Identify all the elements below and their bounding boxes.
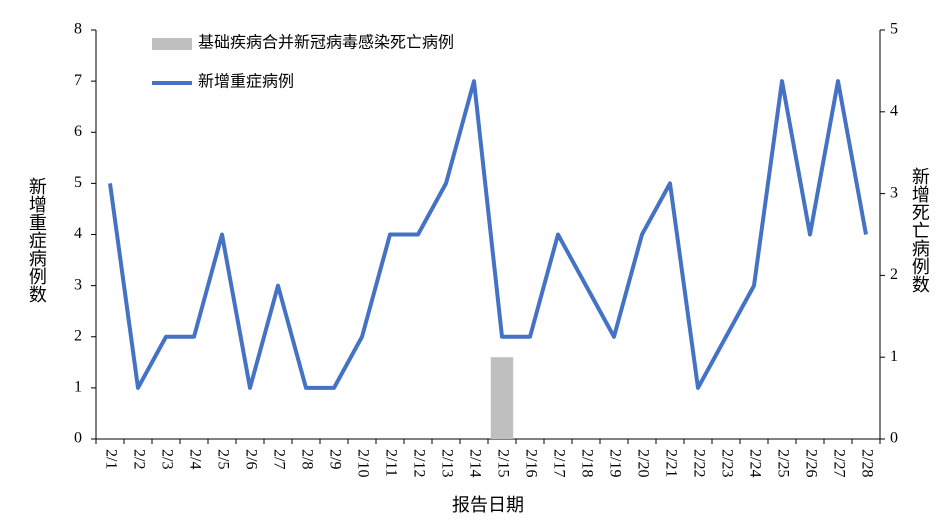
x-tick-label: 2/23 (718, 449, 735, 477)
x-tick-label: 2/11 (382, 449, 399, 477)
y2-tick-label: 1 (890, 348, 898, 365)
x-tick-label: 2/17 (550, 449, 567, 477)
legend-label: 新增重症病例 (198, 73, 294, 91)
x-tick-label: 2/2 (130, 449, 147, 469)
y-axis-label: 新增重症病例数 (27, 177, 47, 303)
legend-swatch (152, 38, 192, 50)
x-tick-label: 2/16 (522, 449, 539, 477)
y-tick-label: 2 (74, 327, 82, 344)
y2-tick-label: 2 (890, 266, 898, 283)
y-tick-label: 8 (74, 21, 82, 38)
y2-tick-label: 5 (890, 21, 898, 38)
x-tick-label: 2/28 (858, 449, 875, 477)
x-tick-label: 2/18 (578, 449, 595, 477)
x-tick-label: 2/4 (186, 449, 203, 469)
x-tick-label: 2/9 (326, 449, 343, 469)
y2-tick-label: 0 (890, 430, 898, 447)
x-tick-label: 2/14 (466, 449, 483, 477)
x-tick-label: 2/13 (438, 449, 455, 477)
legend-label: 基础疾病合并新冠病毒感染死亡病例 (198, 34, 454, 52)
x-tick-label: 2/25 (774, 449, 791, 477)
x-tick-label: 2/24 (746, 449, 763, 477)
y2-tick-label: 3 (890, 184, 898, 201)
y-tick-label: 0 (74, 430, 82, 447)
x-tick-label: 2/10 (354, 449, 371, 477)
y2-axis-label: 新增死亡病例数 (910, 167, 930, 293)
y2-tick-label: 4 (890, 102, 898, 119)
y-tick-label: 5 (74, 174, 82, 191)
x-tick-label: 2/3 (158, 449, 175, 469)
y-tick-label: 3 (74, 276, 82, 293)
x-tick-label: 2/27 (830, 449, 847, 477)
y-tick-label: 4 (74, 225, 82, 242)
bar (490, 357, 514, 439)
y-tick-label: 1 (74, 379, 82, 396)
x-tick-label: 2/26 (802, 449, 819, 477)
x-tick-label: 2/15 (494, 449, 511, 477)
x-tick-label: 2/6 (242, 449, 259, 469)
x-tick-label: 2/8 (298, 449, 315, 469)
x-tick-label: 2/21 (662, 449, 679, 477)
x-axis-label: 报告日期 (452, 495, 524, 515)
x-tick-label: 2/7 (270, 449, 287, 469)
y-tick-label: 7 (74, 72, 82, 89)
x-tick-label: 2/19 (606, 449, 623, 477)
y-tick-label: 6 (74, 123, 82, 140)
x-tick-label: 2/12 (410, 449, 427, 477)
line-series (108, 79, 868, 390)
x-tick-label: 2/1 (102, 449, 119, 469)
x-tick-label: 2/22 (690, 449, 707, 477)
x-tick-label: 2/20 (634, 449, 651, 477)
x-tick-label: 2/5 (214, 449, 231, 469)
